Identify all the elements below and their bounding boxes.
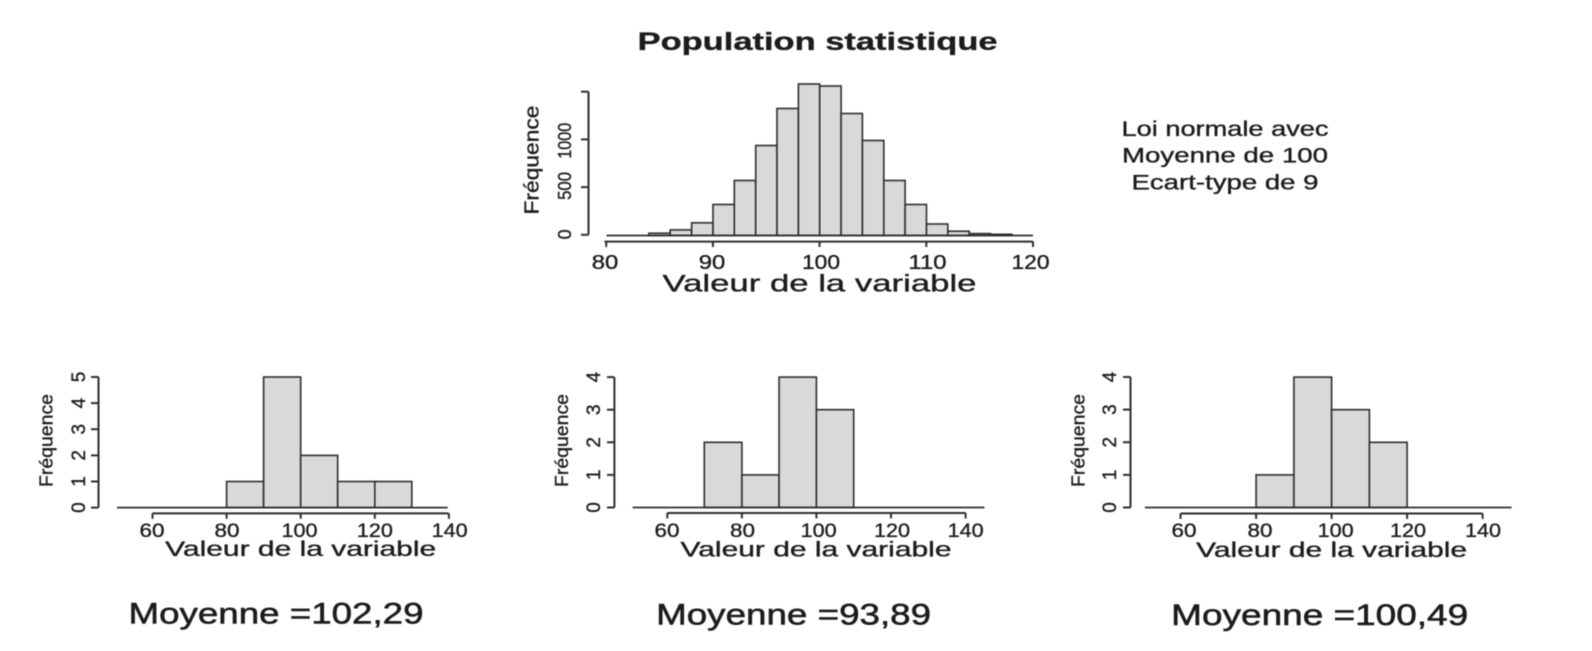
svg-text:Valeur de la variable: Valeur de la variable	[663, 271, 977, 298]
svg-text:80: 80	[592, 252, 619, 274]
svg-text:Fréquence: Fréquence	[1069, 394, 1089, 487]
svg-text:140: 140	[432, 520, 468, 542]
svg-text:1: 1	[69, 476, 90, 487]
svg-text:Moyenne =102,29: Moyenne =102,29	[129, 598, 424, 631]
svg-text:2: 2	[1100, 437, 1121, 448]
svg-text:5: 5	[69, 372, 90, 383]
svg-text:Valeur de la variable: Valeur de la variable	[681, 539, 952, 562]
svg-text:Population statistique: Population statistique	[638, 28, 998, 56]
svg-text:60: 60	[1172, 520, 1197, 542]
svg-text:1: 1	[1100, 470, 1121, 481]
svg-text:Moyenne =100,49: Moyenne =100,49	[1171, 599, 1468, 632]
svg-text:Fréquence: Fréquence	[552, 394, 572, 487]
svg-text:80: 80	[730, 520, 755, 542]
svg-text:140: 140	[1465, 520, 1501, 542]
svg-text:500: 500	[555, 172, 575, 200]
svg-text:120: 120	[357, 520, 393, 542]
svg-text:0: 0	[555, 229, 575, 239]
svg-text:90: 90	[699, 252, 726, 274]
svg-text:1: 1	[584, 470, 605, 481]
svg-text:100: 100	[282, 520, 318, 542]
svg-text:60: 60	[655, 520, 680, 542]
svg-text:4: 4	[1100, 371, 1121, 382]
svg-text:1000: 1000	[555, 123, 575, 159]
svg-text:120: 120	[1390, 520, 1426, 542]
svg-text:Moyenne =93,89: Moyenne =93,89	[656, 599, 931, 632]
svg-text:120: 120	[874, 520, 910, 542]
svg-text:3: 3	[69, 424, 90, 435]
svg-text:Ecart-type de 9: Ecart-type de 9	[1132, 171, 1319, 194]
svg-text:100: 100	[1318, 520, 1354, 542]
svg-text:3: 3	[1100, 404, 1121, 415]
svg-text:3: 3	[584, 404, 605, 415]
svg-text:2: 2	[69, 450, 90, 461]
svg-text:100: 100	[801, 520, 837, 542]
svg-text:120: 120	[1012, 252, 1050, 274]
svg-text:Valeur de la variable: Valeur de la variable	[165, 538, 436, 561]
svg-text:4: 4	[584, 371, 605, 382]
svg-text:140: 140	[948, 520, 984, 542]
svg-text:Loi normale avec: Loi normale avec	[1122, 118, 1329, 141]
svg-text:60: 60	[140, 520, 165, 542]
svg-text:0: 0	[69, 502, 90, 513]
svg-text:Valeur de la variable: Valeur de la variable	[1196, 539, 1467, 562]
svg-text:2: 2	[584, 437, 605, 448]
svg-text:0: 0	[1100, 502, 1121, 513]
svg-text:0: 0	[584, 502, 605, 513]
svg-text:Moyenne de 100: Moyenne de 100	[1122, 145, 1328, 168]
svg-text:80: 80	[1248, 520, 1273, 542]
svg-text:100: 100	[802, 252, 840, 274]
svg-text:110: 110	[909, 252, 947, 274]
svg-text:80: 80	[215, 520, 240, 542]
svg-text:4: 4	[69, 397, 90, 408]
svg-text:Fréquence: Fréquence	[37, 394, 57, 487]
svg-text:Fréquence: Fréquence	[522, 106, 544, 215]
